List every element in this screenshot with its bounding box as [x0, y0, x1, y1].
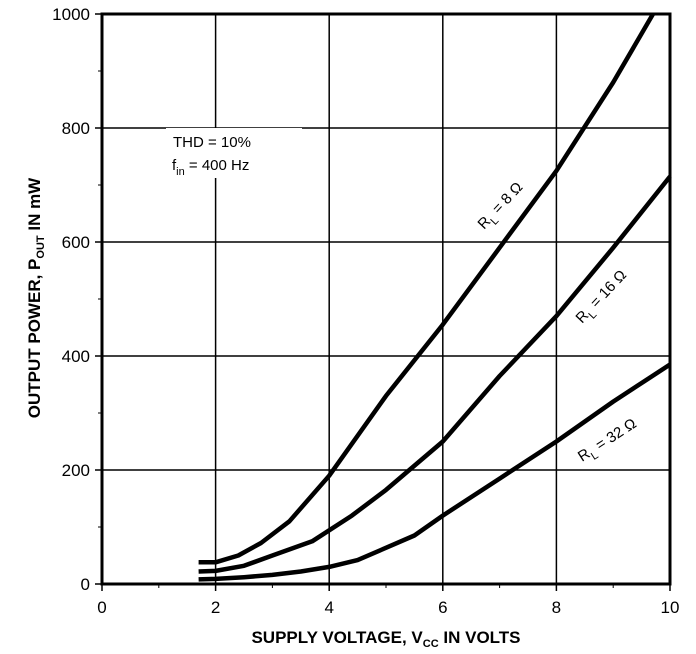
series-curves [198, 12, 672, 582]
y-tick-label: 0 [81, 575, 90, 594]
y-tick-labels: 0 200 400 600 800 1000 [52, 5, 90, 594]
x-tick-label: 4 [324, 598, 333, 617]
series-curve-0 [198, 12, 655, 565]
y-tick-label: 800 [62, 119, 90, 138]
y-tick-label: 200 [62, 461, 90, 480]
y-tick-label: 1000 [52, 5, 90, 24]
series-curve-1 [198, 175, 672, 574]
x-tick-label: 6 [438, 598, 447, 617]
annotation-thd: THD = 10% [173, 134, 251, 151]
y-axis-title-group: OUTPUT POWER, POUT IN mW [25, 177, 47, 418]
x-tick-labels: 0 2 4 6 8 10 [97, 598, 679, 617]
x-tick-label: 2 [211, 598, 220, 617]
series-curve-2 [198, 362, 672, 582]
curve-label-rl-16: RL = 16 Ω [572, 267, 632, 330]
plot-frame [100, 12, 672, 586]
label-rl-8-group: RL = 8 Ω [474, 179, 529, 236]
y-tick-label: 600 [62, 233, 90, 252]
label-rl-16-group: RL = 16 Ω [572, 267, 632, 330]
annotation-fin: fin = 400 Hz [172, 157, 249, 178]
x-tick-label: 0 [97, 598, 106, 617]
annotation-background [166, 128, 302, 178]
x-axis-title: SUPPLY VOLTAGE, VCC IN VOLTS [251, 628, 520, 650]
y-axis-title: OUTPUT POWER, POUT IN mW [25, 177, 47, 418]
x-tick-label: 10 [661, 598, 680, 617]
x-tick-label: 8 [552, 598, 561, 617]
curve-label-rl-8: RL = 8 Ω [474, 179, 529, 236]
y-tick-label: 400 [62, 347, 90, 366]
